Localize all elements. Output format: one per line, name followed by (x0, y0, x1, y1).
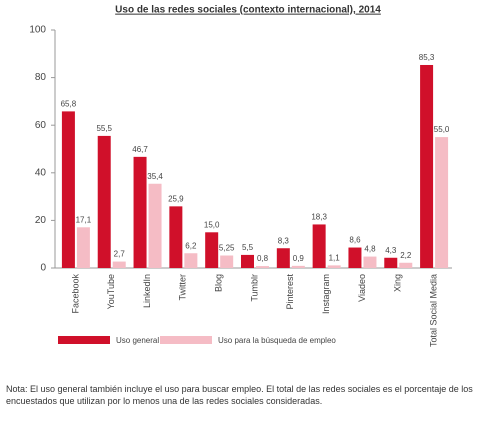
bar (256, 266, 269, 268)
x-tick-label: Instagram (321, 274, 331, 314)
value-label: 65,8 (61, 100, 77, 109)
value-label: 55,0 (434, 125, 450, 134)
x-tick-label: Blog (214, 274, 224, 292)
bar (276, 248, 290, 268)
y-tick-label: 0 (40, 263, 46, 274)
value-label: 5,5 (242, 243, 254, 252)
value-label: 55,5 (96, 124, 112, 133)
bar (148, 183, 162, 268)
value-label: 85,3 (419, 53, 435, 62)
x-tick-label: Total Social Media (428, 274, 438, 347)
note: Nota: El uso general también incluye el … (6, 384, 473, 406)
bar (76, 227, 90, 268)
x-tick-label: Viadeo (357, 274, 367, 302)
legend-swatch (58, 336, 110, 344)
bar (312, 224, 326, 268)
x-tick-label: LinkedIn (142, 274, 152, 308)
y-tick-label: 100 (29, 25, 46, 36)
value-label: 15,0 (204, 220, 220, 229)
y-tick-label: 40 (35, 167, 47, 178)
bar (61, 111, 75, 269)
bar (420, 64, 434, 269)
bar (399, 262, 413, 268)
bar (220, 255, 234, 268)
x-tick-label: Facebook (70, 274, 80, 314)
x-tick-label: YouTube (106, 274, 116, 309)
bar (184, 253, 198, 268)
value-label: 25,9 (168, 194, 184, 203)
value-label: 8,6 (349, 236, 361, 245)
bar (327, 265, 341, 268)
legend-label: Uso para la búsqueda de empleo (218, 336, 336, 345)
x-tick-label: Pinterest (285, 274, 295, 310)
value-label: 8,3 (278, 236, 290, 245)
bar (291, 265, 305, 268)
value-label: 1,1 (329, 253, 341, 262)
x-tick-label: Tumblr (249, 274, 259, 302)
bar (112, 261, 126, 268)
value-label: 5,25 (219, 244, 235, 253)
bar (169, 206, 183, 268)
value-label: 2,7 (114, 250, 126, 259)
bar (241, 254, 254, 268)
value-label: 17,1 (76, 215, 92, 224)
y-tick-label: 20 (35, 215, 47, 226)
legend-swatch (160, 336, 212, 344)
value-label: 4,3 (385, 246, 397, 255)
bar (97, 135, 111, 268)
value-label: 35,4 (147, 172, 163, 181)
chart-title: Uso de las redes sociales (contexto inte… (115, 5, 381, 16)
y-tick-label: 80 (35, 72, 47, 83)
bar (384, 257, 398, 268)
bar (133, 156, 147, 268)
x-tick-label: Xing (393, 274, 403, 292)
value-label: 46,7 (132, 145, 148, 154)
value-label: 0,8 (257, 254, 269, 263)
value-label: 2,2 (400, 251, 412, 260)
bar (348, 247, 362, 268)
bar (363, 256, 377, 268)
value-label: 0,9 (293, 254, 305, 263)
legend-label: Uso general (116, 336, 159, 345)
bar (435, 137, 449, 268)
value-label: 18,3 (311, 213, 327, 222)
value-label: 6,2 (185, 241, 197, 250)
x-tick-label: Twitter (178, 274, 188, 301)
y-tick-label: 60 (35, 120, 47, 131)
bar (205, 232, 219, 268)
value-label: 4,8 (364, 245, 376, 254)
chart: Uso de las redes sociales (contexto inte… (29, 5, 452, 347)
